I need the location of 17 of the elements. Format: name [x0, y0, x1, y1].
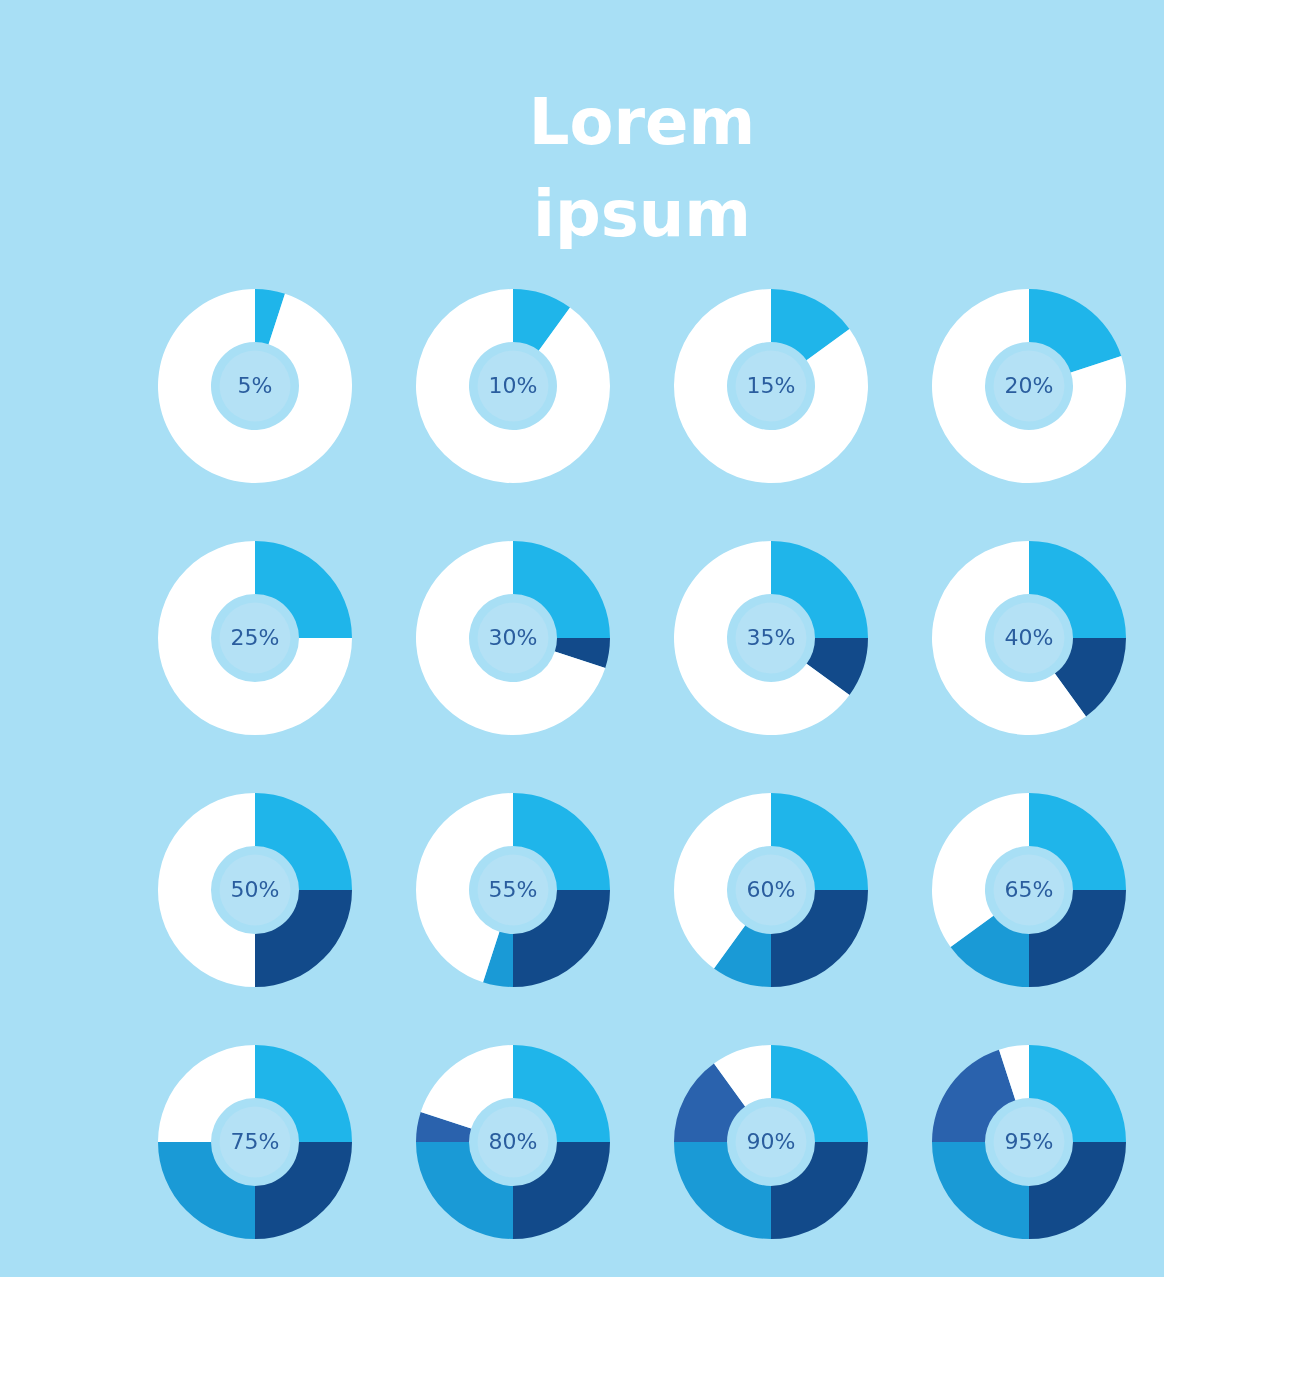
- text: 30%: [488, 625, 538, 650]
- text: 50%: [230, 877, 280, 902]
- text: 10%: [488, 373, 538, 398]
- text: 15%: [746, 373, 796, 398]
- text: 60%: [746, 877, 796, 902]
- text: 40%: [1004, 625, 1054, 650]
- text: 35%: [746, 625, 796, 650]
- text: 55%: [488, 877, 538, 902]
- text: 20%: [1004, 373, 1054, 398]
- text: 95%: [1004, 1129, 1054, 1154]
- text: Lorem ipsum: [528, 85, 756, 251]
- text: 65%: [1004, 877, 1054, 902]
- text: 25%: [230, 625, 280, 650]
- text: 80%: [488, 1129, 538, 1154]
- text: 75%: [230, 1129, 280, 1154]
- text: 5%: [237, 373, 273, 398]
- text: 90%: [746, 1129, 796, 1154]
